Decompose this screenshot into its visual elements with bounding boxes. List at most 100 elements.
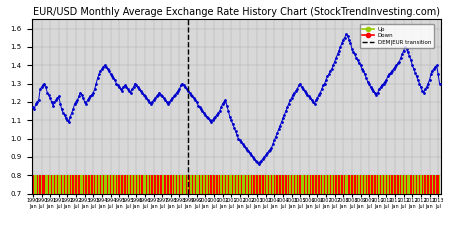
Bar xyxy=(374,175,376,194)
Bar xyxy=(397,175,399,194)
Bar xyxy=(357,175,358,194)
Bar xyxy=(264,175,265,194)
Bar xyxy=(414,175,416,194)
Bar xyxy=(45,175,47,194)
Bar xyxy=(371,175,373,194)
Bar xyxy=(203,175,205,194)
Bar xyxy=(399,175,400,194)
Bar xyxy=(295,175,297,194)
Bar xyxy=(321,175,323,194)
Bar xyxy=(370,175,371,194)
Bar xyxy=(63,175,64,194)
Bar xyxy=(376,175,377,194)
Bar xyxy=(299,175,301,194)
Bar xyxy=(426,175,428,194)
Bar xyxy=(64,175,65,194)
Bar xyxy=(419,175,420,194)
Bar xyxy=(32,175,34,194)
Bar xyxy=(424,175,426,194)
Bar xyxy=(291,175,292,194)
Bar xyxy=(211,175,212,194)
Bar xyxy=(100,175,101,194)
Bar xyxy=(107,175,108,194)
Bar xyxy=(154,175,156,194)
Bar xyxy=(417,175,419,194)
Bar xyxy=(297,175,298,194)
Bar xyxy=(166,175,167,194)
Bar xyxy=(253,175,255,194)
Bar xyxy=(192,175,193,194)
Bar xyxy=(141,175,143,194)
Bar xyxy=(383,175,384,194)
Bar xyxy=(111,175,112,194)
Bar xyxy=(38,175,40,194)
Bar xyxy=(167,175,169,194)
Bar xyxy=(301,175,302,194)
Bar xyxy=(219,175,220,194)
Bar xyxy=(117,175,118,194)
Bar xyxy=(258,175,259,194)
Bar xyxy=(80,175,81,194)
Bar xyxy=(177,175,179,194)
Bar xyxy=(186,175,187,194)
Bar xyxy=(170,175,171,194)
Bar xyxy=(429,175,430,194)
Bar xyxy=(229,175,230,194)
Bar xyxy=(346,175,347,194)
Bar xyxy=(52,175,54,194)
Bar xyxy=(325,175,327,194)
Bar xyxy=(215,175,216,194)
Bar xyxy=(356,175,357,194)
Bar xyxy=(323,175,324,194)
Bar xyxy=(298,175,299,194)
Bar xyxy=(269,175,271,194)
Bar xyxy=(143,175,144,194)
Bar xyxy=(206,175,207,194)
Bar xyxy=(381,175,383,194)
Bar xyxy=(403,175,405,194)
Bar xyxy=(179,175,180,194)
Bar xyxy=(358,175,360,194)
Bar xyxy=(367,175,369,194)
Bar xyxy=(123,175,124,194)
Bar xyxy=(90,175,91,194)
Bar xyxy=(338,175,340,194)
Bar xyxy=(222,175,223,194)
Bar xyxy=(261,175,262,194)
Bar xyxy=(288,175,289,194)
Bar xyxy=(387,175,388,194)
Bar xyxy=(84,175,86,194)
Bar xyxy=(392,175,393,194)
Bar xyxy=(133,175,134,194)
Bar xyxy=(160,175,162,194)
Bar xyxy=(340,175,341,194)
Bar xyxy=(216,175,217,194)
Bar xyxy=(187,175,189,194)
Bar xyxy=(93,175,94,194)
Bar xyxy=(272,175,274,194)
Bar xyxy=(212,175,213,194)
Bar xyxy=(266,175,268,194)
Bar xyxy=(304,175,305,194)
Bar xyxy=(279,175,281,194)
Bar xyxy=(333,175,334,194)
Bar xyxy=(220,175,222,194)
Bar xyxy=(406,175,407,194)
Bar xyxy=(251,175,252,194)
Bar xyxy=(153,175,154,194)
Bar xyxy=(311,175,312,194)
Bar xyxy=(184,175,186,194)
Bar xyxy=(430,175,432,194)
Bar xyxy=(50,175,51,194)
Bar xyxy=(127,175,129,194)
Bar xyxy=(317,175,318,194)
Bar xyxy=(232,175,234,194)
Bar xyxy=(223,175,225,194)
Bar xyxy=(217,175,219,194)
Bar xyxy=(259,175,261,194)
Bar xyxy=(58,175,59,194)
Bar xyxy=(140,175,141,194)
Bar xyxy=(194,175,196,194)
Bar xyxy=(437,175,439,194)
Bar xyxy=(226,175,228,194)
